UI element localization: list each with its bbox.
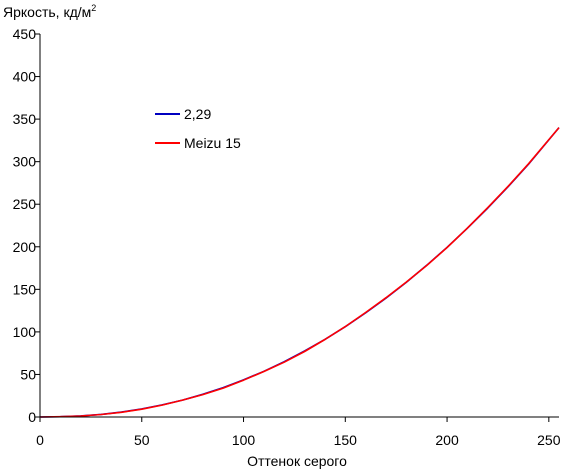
x-tick-label: 100	[232, 432, 256, 448]
y-tick-label: 200	[13, 239, 37, 255]
series-lines	[39, 127, 560, 418]
series-line-1	[39, 127, 560, 418]
y-tick-label: 450	[13, 26, 37, 42]
y-axis-title-text: Яркость, кд/м	[3, 4, 91, 20]
y-tick-label: 250	[13, 196, 37, 212]
y-tick-label: 50	[20, 366, 36, 382]
y-axis-title: Яркость, кд/м2	[3, 3, 96, 20]
legend-label-1: 2,29	[184, 106, 211, 122]
y-tick-label: 100	[13, 324, 37, 340]
x-tick-label: 50	[134, 432, 150, 448]
y-tick-label: 0	[28, 409, 36, 425]
x-tick-label: 250	[537, 432, 561, 448]
y-tick-label: 300	[13, 154, 37, 170]
x-tick-label: 200	[435, 432, 459, 448]
y-axis-title-sup: 2	[91, 3, 96, 13]
y-tick-label: 350	[13, 111, 37, 127]
y-axis: 0 50 100 150 200 250 300 350 400 450	[13, 26, 40, 425]
legend-label-2: Meizu 15	[184, 135, 241, 151]
y-tick-label: 150	[13, 281, 37, 297]
legend: 2,29 Meizu 15	[155, 106, 241, 151]
y-tick-label: 400	[13, 69, 37, 85]
series-line-2	[39, 127, 560, 418]
x-axis: 0 50 100 150 200 250	[36, 417, 561, 448]
x-tick-label: 150	[334, 432, 358, 448]
x-axis-title: Оттенок серого	[247, 453, 347, 469]
x-tick-label: 0	[36, 432, 44, 448]
